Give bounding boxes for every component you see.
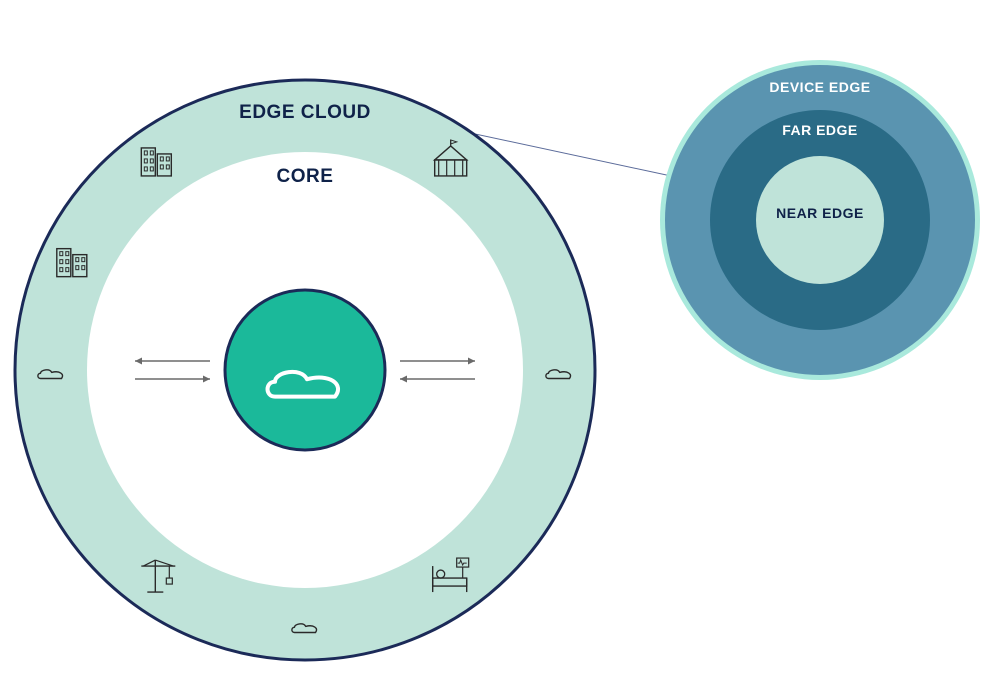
core-label: CORE [277, 166, 334, 187]
edge-cloud-label: EDGE CLOUD [239, 102, 371, 123]
detail-ring-label-1: FAR EDGE [782, 122, 858, 138]
core-cloud-circle [225, 290, 385, 450]
detail-ring-label-0: DEVICE EDGE [769, 79, 870, 95]
detail-ring-label-2: NEAR EDGE [776, 205, 864, 221]
